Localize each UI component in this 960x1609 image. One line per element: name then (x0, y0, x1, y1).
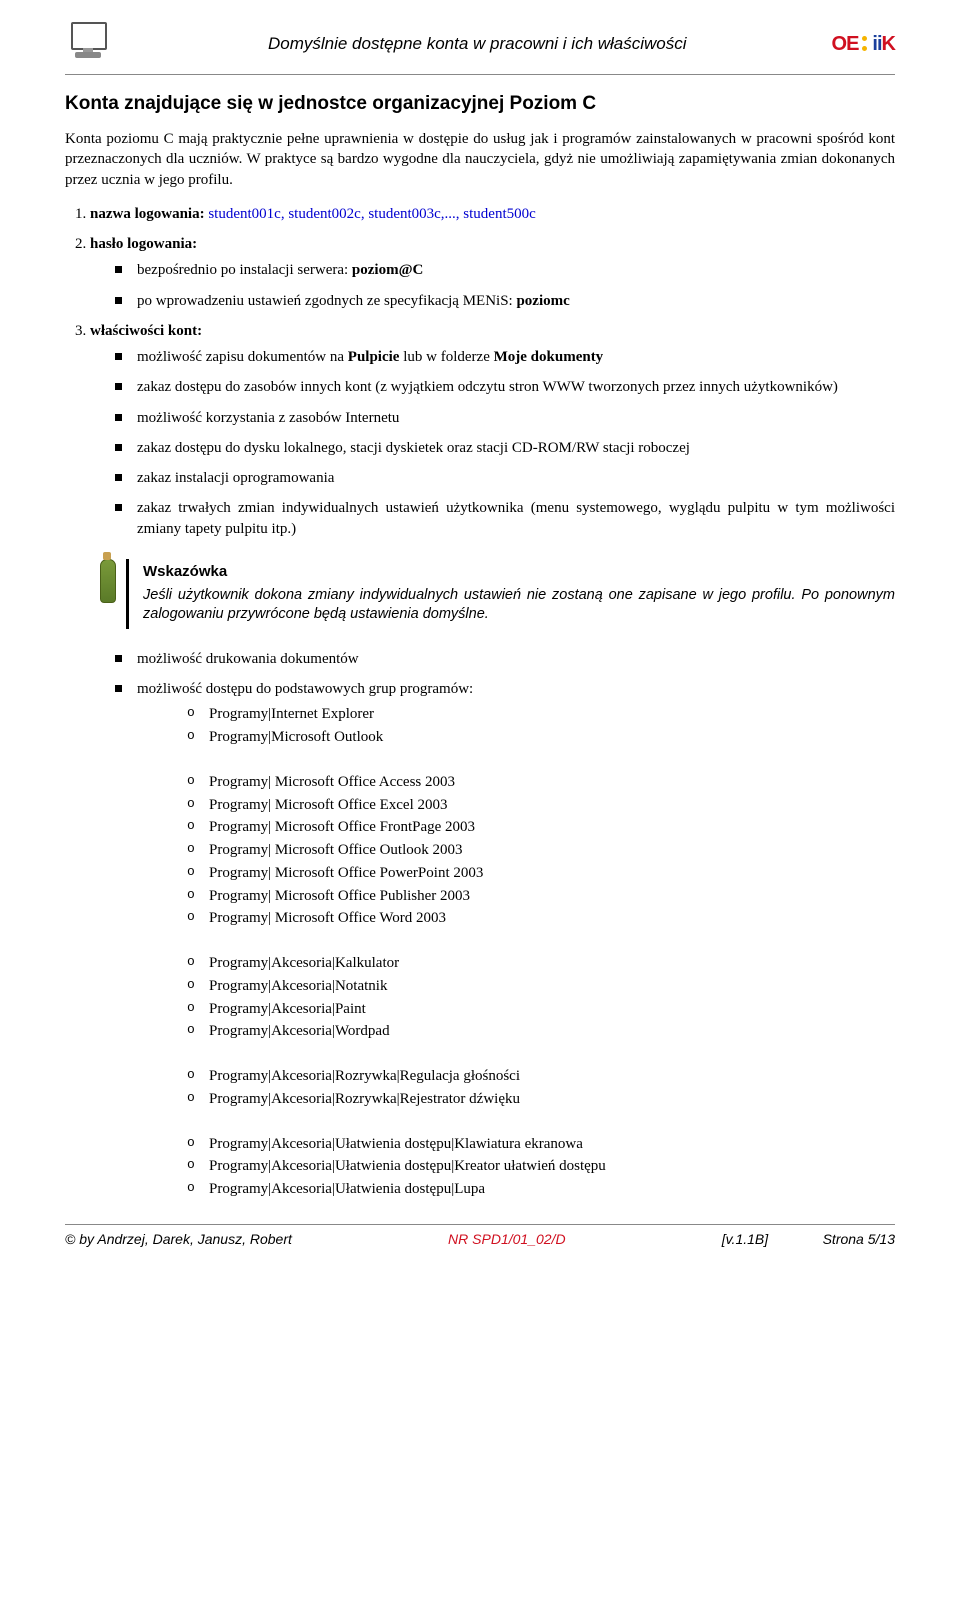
program-item: Programy|Akcesoria|Ułatwienia dostępu|Kr… (187, 1157, 895, 1176)
program-item: Programy| Microsoft Office PowerPoint 20… (187, 864, 895, 883)
list-item-haslo: hasło logowania: bezpośrednio po instala… (90, 234, 895, 311)
wl-bullet-4: zakaz dostępu do dysku lokalnego, stacji… (115, 438, 895, 458)
tip-text: Jeśli użytkownik dokona zmiany indywidua… (143, 586, 895, 625)
logo-text-k: K (882, 33, 895, 56)
footer-right: [v.1.1B] Strona 5/13 (722, 1231, 895, 1247)
program-item: Programy|Akcesoria|Notatnik (187, 977, 895, 996)
w1-c: lub w folderze (399, 349, 493, 365)
footer-left: © by Andrzej, Darek, Janusz, Robert (65, 1231, 292, 1247)
wlasciwosci-bullets: możliwość zapisu dokumentów na Pulpicie … (90, 347, 895, 539)
bottle-icon (90, 559, 126, 629)
logo-dots-icon (859, 34, 871, 54)
program-item: Programy|Akcesoria|Rozrywka|Regulacja gł… (187, 1067, 895, 1086)
haslo-b2-text: po wprowadzeniu ustawień zgodnych ze spe… (137, 293, 516, 309)
section-heading: Konta znajdujące się w jednostce organiz… (65, 93, 895, 115)
program-item: Programy| Microsoft Office Excel 2003 (187, 796, 895, 815)
tip-block: Wskazówka Jeśli użytkownik dokona zmiany… (90, 559, 895, 629)
oeiik-logo: OE iiK (832, 33, 895, 56)
program-item: Programy| Microsoft Office Publisher 200… (187, 887, 895, 906)
program-item: Programy|Akcesoria|Ułatwienia dostępu|Kl… (187, 1135, 895, 1154)
haslo-b1-text: bezpośrednio po instalacji serwera: (137, 262, 352, 278)
header-title: Domyślnie dostępne konta w pracowni i ic… (123, 34, 832, 54)
intro-paragraph: Konta poziomu C mają praktycznie pełne u… (65, 129, 895, 190)
haslo-b2-bold: poziomc (516, 293, 569, 309)
footer-mid: NR SPD1/01_02/D (448, 1231, 566, 1247)
continued-bullets: możliwość drukowania dokumentów możliwoś… (65, 649, 895, 1199)
haslo-bullets: bezpośrednio po instalacji serwera: pozi… (90, 260, 895, 311)
program-item: Programy|Akcesoria|Wordpad (187, 1022, 895, 1041)
list-item-nazwa: nazwa logowania: student001c, student002… (90, 204, 895, 224)
program-item: Programy| Microsoft Office Outlook 2003 (187, 841, 895, 860)
computer-icon (65, 20, 113, 68)
logo-text-oe: OE (832, 33, 859, 56)
cont-bullet-1: możliwość drukowania dokumentów (115, 649, 895, 669)
programs-group-4: Programy|Akcesoria|Rozrywka|Regulacja gł… (137, 1067, 895, 1109)
program-item: Programy| Microsoft Office Word 2003 (187, 909, 895, 928)
program-item: Programy| Microsoft Office Access 2003 (187, 773, 895, 792)
programs-group-3: Programy|Akcesoria|Kalkulator Programy|A… (137, 954, 895, 1041)
programs-group-5: Programy|Akcesoria|Ułatwienia dostępu|Kl… (137, 1135, 895, 1199)
document-header: Domyślnie dostępne konta w pracowni i ic… (65, 20, 895, 75)
haslo-label: hasło logowania: (90, 236, 197, 252)
list-item-wlasciwosci: właściwości kont: możliwość zapisu dokum… (90, 321, 895, 539)
haslo-bullet-2: po wprowadzeniu ustawień zgodnych ze spe… (115, 291, 895, 311)
wl-bullet-2: zakaz dostępu do zasobów innych kont (z … (115, 377, 895, 397)
tip-body: Wskazówka Jeśli użytkownik dokona zmiany… (126, 559, 895, 629)
program-item: Programy|Akcesoria|Ułatwienia dostępu|Lu… (187, 1180, 895, 1199)
logo-text-ii: ii (872, 33, 881, 56)
program-item: Programy|Microsoft Outlook (187, 728, 895, 747)
cont-bullet-2: możliwość dostępu do podstawowych grup p… (115, 679, 895, 1199)
w1-d: Moje dokumenty (494, 349, 604, 365)
nazwa-value: student001c, student002c, student003c,..… (205, 206, 536, 222)
w1-a: możliwość zapisu dokumentów na (137, 349, 348, 365)
wlasciwosci-label: właściwości kont: (90, 323, 202, 339)
wl-bullet-5: zakaz instalacji oprogramowania (115, 468, 895, 488)
haslo-bullet-1: bezpośrednio po instalacji serwera: pozi… (115, 260, 895, 280)
program-item: Programy|Internet Explorer (187, 705, 895, 724)
programs-group-1: Programy|Internet Explorer Programy|Micr… (137, 705, 895, 747)
program-item: Programy| Microsoft Office FrontPage 200… (187, 818, 895, 837)
cont-b2-text: możliwość dostępu do podstawowych grup p… (137, 681, 473, 697)
program-item: Programy|Akcesoria|Rozrywka|Rejestrator … (187, 1090, 895, 1109)
numbered-list: nazwa logowania: student001c, student002… (65, 204, 895, 539)
program-item: Programy|Akcesoria|Kalkulator (187, 954, 895, 973)
wl-bullet-3: możliwość korzystania z zasobów Internet… (115, 408, 895, 428)
w1-b: Pulpicie (348, 349, 400, 365)
nazwa-label: nazwa logowania: (90, 206, 205, 222)
programs-group-2: Programy| Microsoft Office Access 2003 P… (137, 773, 895, 928)
haslo-b1-bold: poziom@C (352, 262, 423, 278)
program-item: Programy|Akcesoria|Paint (187, 1000, 895, 1019)
wl-bullet-6: zakaz trwałych zmian indywidualnych usta… (115, 498, 895, 539)
page-footer: © by Andrzej, Darek, Janusz, Robert NR S… (65, 1224, 895, 1247)
tip-title: Wskazówka (143, 563, 895, 580)
wl-bullet-1: możliwość zapisu dokumentów na Pulpicie … (115, 347, 895, 367)
